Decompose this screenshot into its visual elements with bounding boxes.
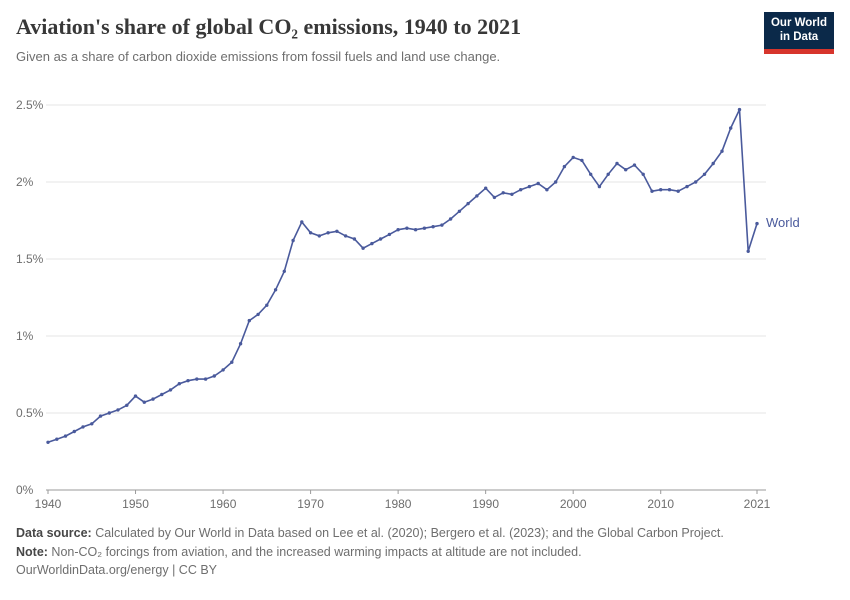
svg-text:1950: 1950 [122,497,149,511]
svg-text:2.5%: 2.5% [16,98,44,112]
svg-text:2021: 2021 [744,497,771,511]
svg-text:1960: 1960 [210,497,237,511]
svg-text:1940: 1940 [35,497,62,511]
chart-subtitle: Given as a share of carbon dioxide emiss… [16,49,501,64]
svg-text:2%: 2% [16,175,34,189]
owid-logo-line2: in Data [779,30,819,43]
data-source-text: Calculated by Our World in Data based on… [91,526,724,540]
note-line: Note: Non-CO₂ forcings from aviation, an… [16,543,834,562]
owid-logo[interactable]: Our World in Data [764,12,834,54]
svg-text:2000: 2000 [560,497,587,511]
note-label: Note: [16,544,48,559]
chart-header: Aviation's share of global CO₂ emissions… [16,14,746,65]
svg-text:1980: 1980 [385,497,412,511]
svg-text:1.5%: 1.5% [16,252,44,266]
data-source-label: Data source: [16,526,92,540]
data-source-line: Data source: Calculated by Our World in … [16,524,834,543]
chart-title: Aviation's share of global CO₂ emissions… [16,14,522,39]
owid-logo-line1: Our World [770,17,827,29]
series-label: World [766,214,800,230]
svg-text:1990: 1990 [472,497,499,511]
svg-text:0%: 0% [16,483,34,497]
chart-area: 0% 0.5% 1% 1.5% 2% 2.5% 1940 1950 1960 1970 1980 19… [0,90,850,530]
svg-text:1970: 1970 [297,497,324,511]
owid-logo-accent-bar [764,49,834,54]
note-text: Non-CO₂ forcings from aviation, and the … [47,544,582,559]
line-chart: 0% 0.5% 1% 1.5% 2% 2.5% 1940 1950 1960 1970 1980 19… [16,98,771,511]
svg-text:1%: 1% [16,329,34,343]
svg-text:0.5%: 0.5% [16,406,44,420]
license-link[interactable]: OurWorldinData.org/energy | CC BY [16,563,218,577]
svg-text:2010: 2010 [647,497,674,511]
chart-footer: Data source: Calculated by Our World in … [16,524,834,580]
